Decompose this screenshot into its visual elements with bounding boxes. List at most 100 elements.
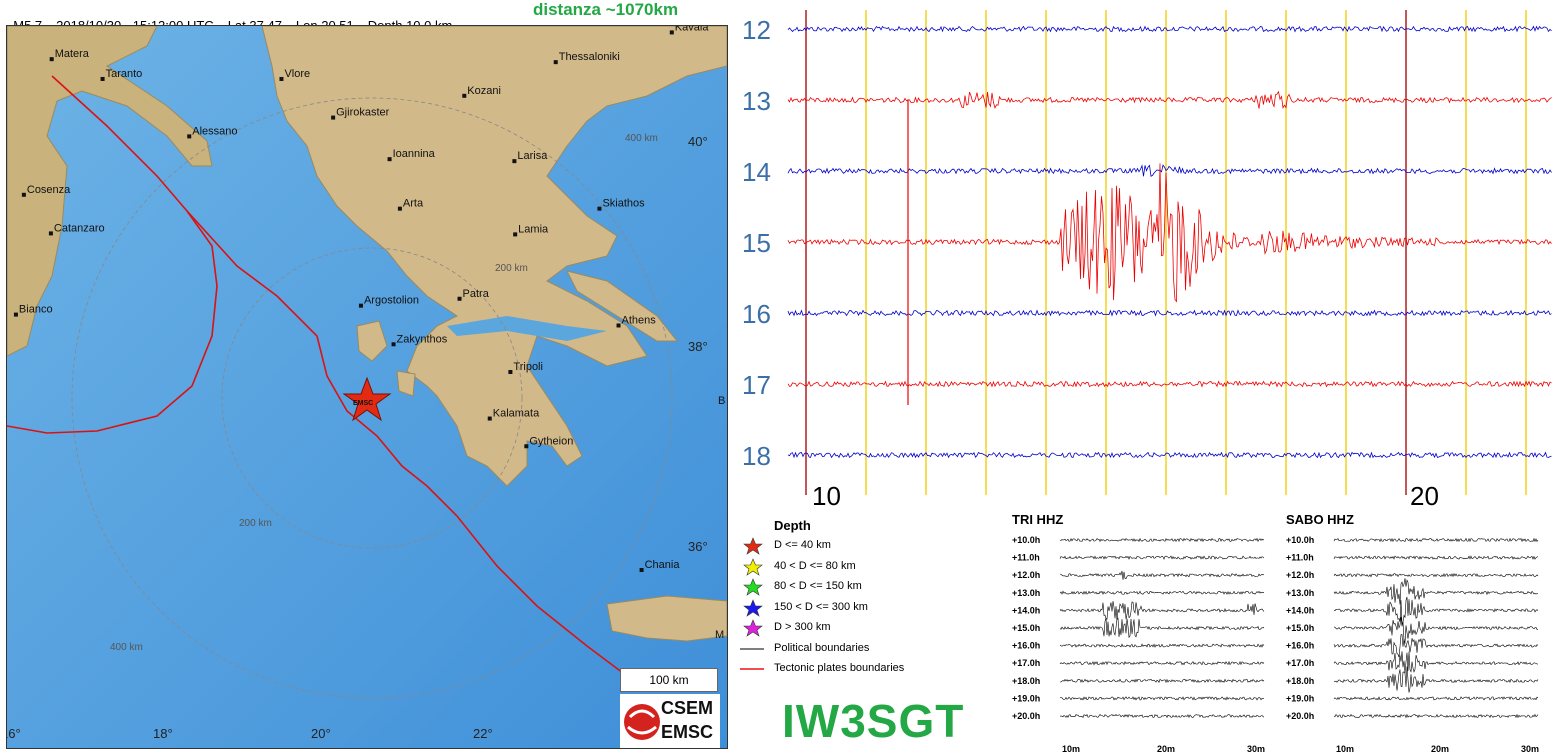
city-label: Patra [463, 288, 490, 300]
city-marker: Bianco [13, 304, 53, 317]
city-dot [187, 134, 192, 139]
city-marker: Kalamata [487, 408, 540, 421]
hour-label: +12.0h [1286, 570, 1314, 580]
city-dot [462, 93, 467, 98]
city-label: Zakynthos [397, 333, 448, 345]
city-marker: Argostolion [358, 295, 419, 308]
hour-label: +11.0h [1012, 553, 1040, 563]
lon-label: 20° [311, 726, 331, 741]
range-label: 200 km [495, 263, 528, 274]
legend-label: D <= 40 km [774, 539, 831, 551]
hour-label: 14 [742, 157, 771, 187]
city-label: Bianco [19, 304, 53, 316]
hour-label: 17 [742, 370, 771, 400]
city-dot [13, 312, 18, 317]
city-marker: Tripoli [508, 361, 543, 375]
city-marker: Lamia [513, 223, 549, 237]
legend-title: Depth [774, 518, 811, 533]
hour-label: +18.0h [1286, 676, 1314, 686]
hour-label: 16 [742, 299, 771, 329]
seismic-trace [787, 451, 1552, 459]
legend-label: 40 < D <= 80 km [774, 559, 856, 572]
city-dot [100, 76, 105, 81]
line-icon [740, 647, 764, 650]
star-icon [743, 598, 763, 617]
city-dot [49, 57, 54, 62]
city-label: Skiathos [602, 198, 645, 210]
seismic-trace [1059, 714, 1265, 719]
range-label: 200 km [239, 518, 272, 529]
gulf-corinth [447, 316, 607, 341]
hour-label: 13 [742, 86, 771, 116]
landmass-euboea [566, 270, 679, 342]
seismic-trace [1060, 678, 1265, 684]
city-label: Catanzaro [54, 222, 105, 234]
city-label: Matera [55, 48, 90, 60]
logo-csem-text: CSEM [661, 698, 714, 718]
scale-bar: 100 km [620, 668, 718, 692]
lat-label: 40° [688, 134, 708, 149]
seismic-trace [1333, 651, 1539, 674]
seismic-trace [1333, 578, 1539, 605]
city-label: Argostolion [364, 295, 419, 307]
helicorder: 12 13 14 15 16 17 18 10 20 [740, 0, 1568, 511]
seismic-trace [1333, 713, 1539, 719]
city-dot [487, 416, 492, 421]
city-marker: Kavala [669, 26, 709, 35]
city-label: Athens [622, 314, 657, 326]
seismic-trace [1059, 696, 1264, 701]
city-label: Gytheion [529, 435, 573, 447]
hour-label: +11.0h [1286, 553, 1314, 563]
star-icon [743, 557, 763, 576]
seismic-trace [787, 309, 1552, 317]
range-ring-200 [221, 247, 523, 549]
landmass-greece [261, 26, 727, 487]
city-dot [524, 444, 529, 449]
seismic-trace [787, 380, 1552, 388]
city-label: Cosenza [27, 184, 71, 196]
city-label: Tripoli [513, 361, 543, 373]
minute-label: 20m [1157, 744, 1175, 754]
hour-label: +14.0h [1012, 605, 1040, 615]
city-dot [391, 342, 396, 347]
hour-label: +18.0h [1012, 676, 1040, 686]
city-label: Alessano [192, 125, 237, 137]
hour-label: +17.0h [1286, 658, 1314, 668]
hour-label: +15.0h [1286, 623, 1314, 633]
line-icon [740, 668, 764, 670]
star-icon [743, 537, 763, 555]
city-marker: Matera [49, 48, 90, 62]
city-dot [387, 157, 392, 162]
legend-label: Tectonic plates boundaries [774, 662, 905, 674]
city-marker: Catanzaro [48, 222, 105, 236]
tectonic-boundary-calabrian [7, 210, 218, 434]
range-label: 400 km [110, 642, 143, 653]
city-label: Vlore [284, 68, 310, 80]
seismic-trace [1333, 555, 1539, 560]
station-callsign: IW3SGT [782, 695, 965, 747]
city-marker: Arta [397, 198, 424, 211]
edge-label: B [718, 395, 725, 407]
seismic-trace [1333, 596, 1539, 625]
minute-label: 10m [1062, 744, 1080, 754]
legend-item: 40 < D <= 80 km [740, 557, 980, 576]
hour-label: +19.0h [1286, 693, 1314, 703]
hour-label: +13.0h [1012, 588, 1040, 598]
city-dot [553, 60, 558, 65]
city-dot [616, 323, 621, 328]
city-marker: Athens [616, 314, 657, 328]
seismic-trace [1059, 555, 1265, 560]
city-marker: Ioannina [387, 148, 436, 162]
city-dot [279, 76, 284, 81]
island-crete [606, 595, 727, 642]
hour-label: 15 [742, 228, 771, 258]
seismic-trace [1333, 572, 1539, 578]
city-dot [512, 159, 517, 164]
seismic-trace [1333, 616, 1538, 644]
minute-label: 30m [1247, 744, 1265, 754]
hour-label: 12 [742, 15, 771, 45]
city-marker: Patra [457, 288, 490, 301]
minute-label: 30m [1521, 744, 1539, 754]
hour-label: 18 [742, 441, 771, 471]
legend-item: D > 300 km [740, 619, 980, 637]
